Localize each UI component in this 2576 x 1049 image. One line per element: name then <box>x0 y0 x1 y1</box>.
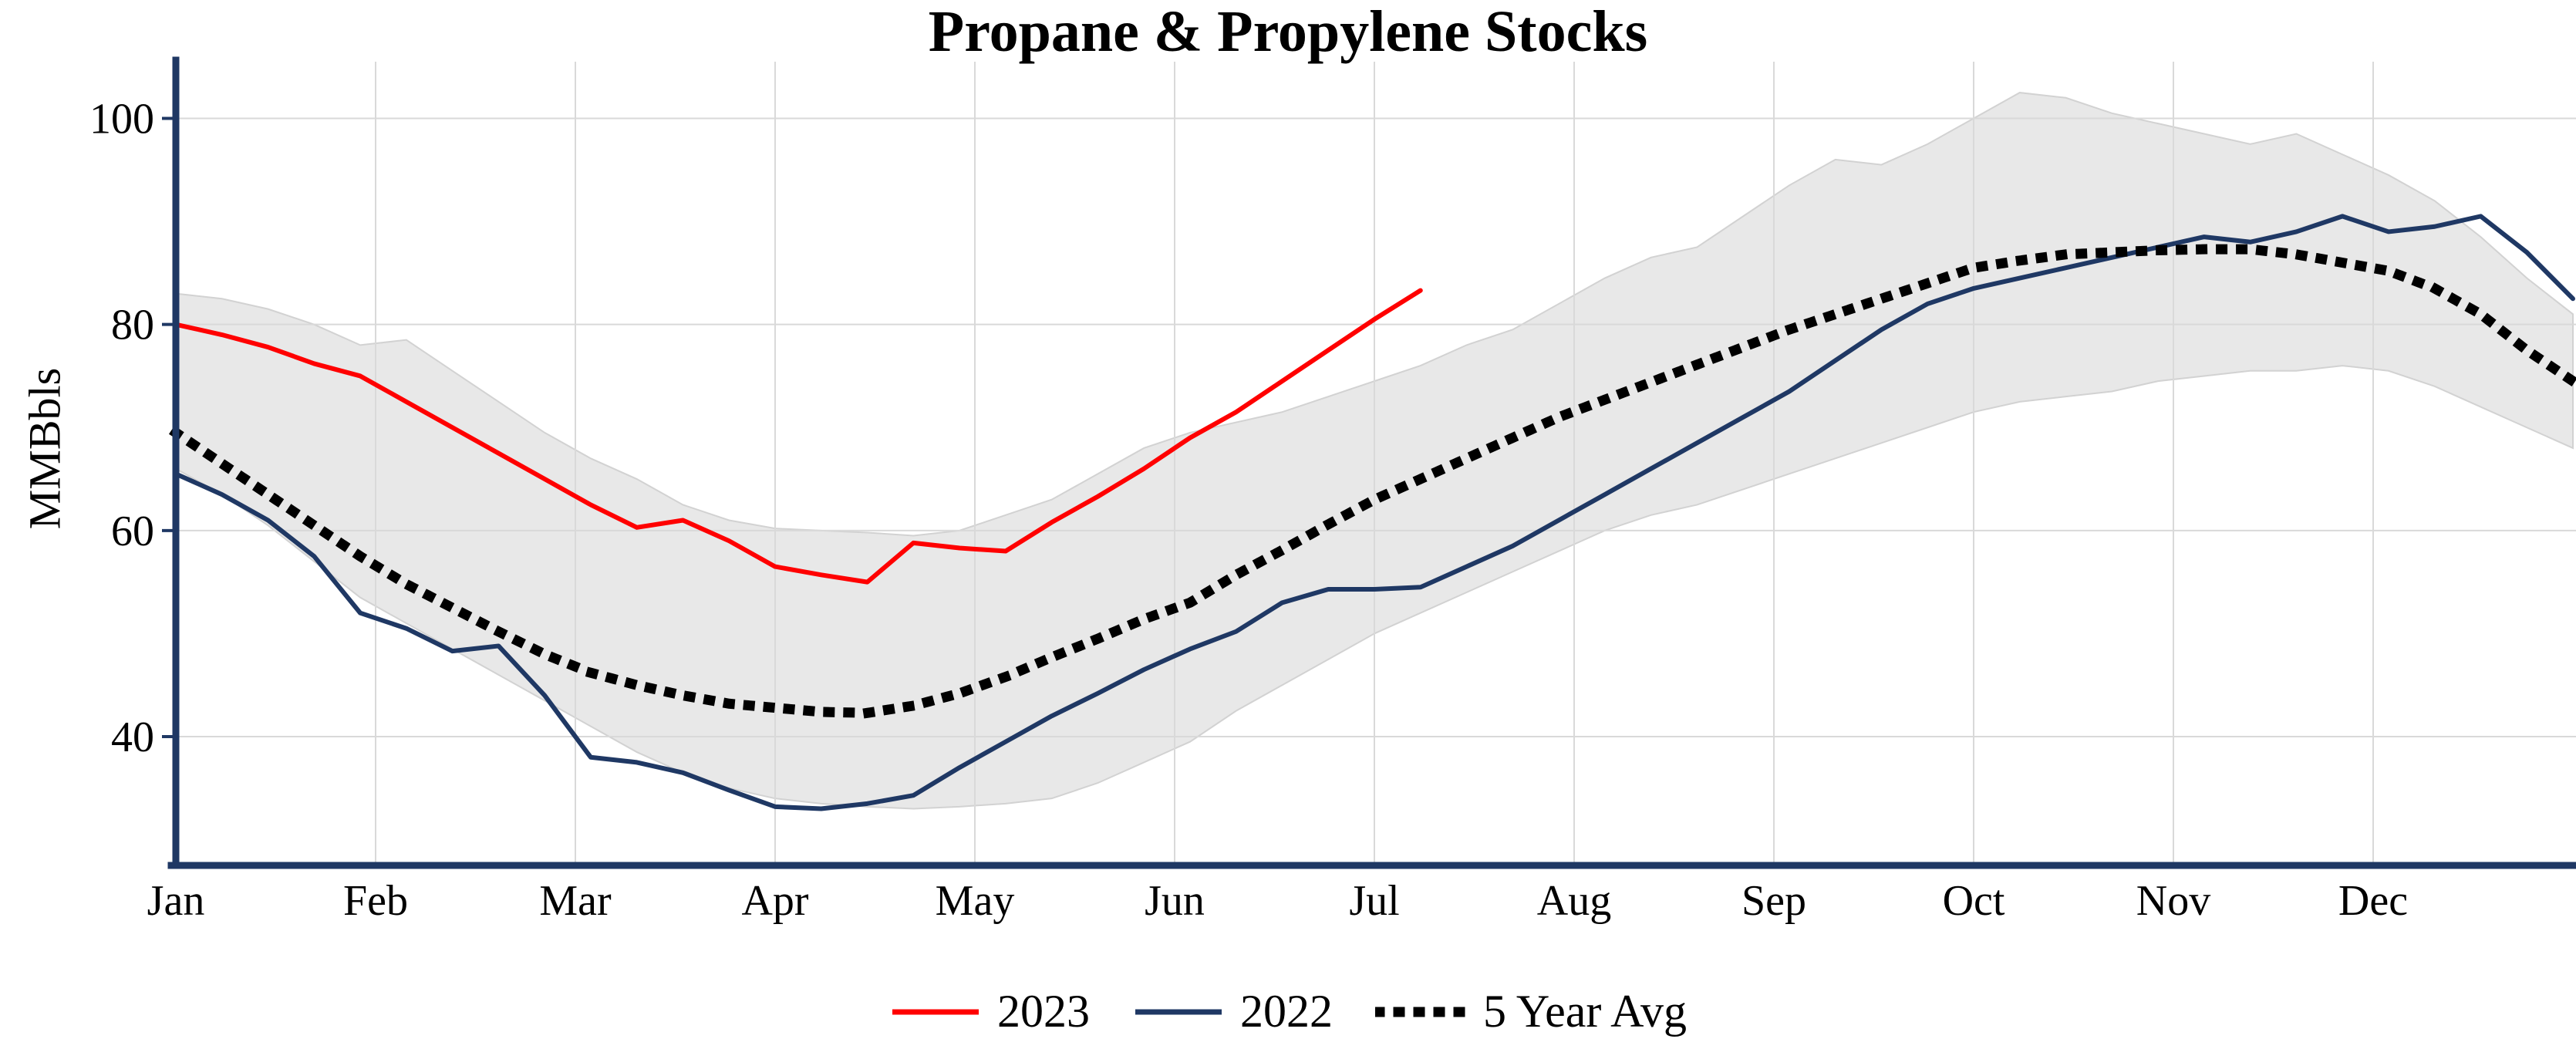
legend-item-2022: 2022 <box>1132 985 1333 1038</box>
x-tick-label: Jul <box>1349 877 1399 925</box>
series-line-2023 <box>174 288 1423 585</box>
y-tick-label: 100 <box>89 95 154 143</box>
chart-title: Propane & Propylene Stocks <box>928 0 1648 64</box>
legend-item-2023: 2023 <box>889 985 1090 1038</box>
x-tick-label: Nov <box>2136 877 2210 925</box>
x-tick-label: Sep <box>1741 877 1806 925</box>
axes <box>162 56 2576 869</box>
x-tick-label: Oct <box>1943 877 2005 925</box>
y-tick-label: 40 <box>111 713 154 761</box>
legend-swatch <box>1135 1009 1222 1014</box>
legend-label: 2023 <box>997 986 1091 1037</box>
y-tick-label: 60 <box>111 508 154 555</box>
gridlines <box>176 62 2576 865</box>
x-tick-label: Apr <box>741 877 808 925</box>
y-tick-label: 80 <box>111 302 154 349</box>
x-tick-label: Mar <box>539 877 612 925</box>
x-tick-label: Feb <box>343 877 408 925</box>
legend-item-5-year-avg: 5 Year Avg <box>1375 985 1687 1038</box>
legend-swatch <box>892 1009 979 1014</box>
legend: 2023 2022 5 Year Avg <box>0 985 2576 1038</box>
legend-swatch <box>1375 1007 1468 1017</box>
axis-labels: 40 60 80 100 Jan Feb Mar Apr May Jun Jul Aug Sep Oct N… <box>89 95 2408 925</box>
x-tick-label: Aug <box>1537 877 1611 925</box>
x-tick-label: Dec <box>2338 877 2408 925</box>
series-line-2022 <box>174 214 2575 811</box>
legend-label: 2022 <box>1240 986 1334 1037</box>
series-line-5-year-avg <box>168 244 2576 718</box>
legend-label: 5 Year Avg <box>1483 986 1687 1037</box>
x-tick-label: Jan <box>147 877 205 925</box>
x-tick-label: Jun <box>1145 877 1205 925</box>
x-tick-label: May <box>936 877 1015 925</box>
